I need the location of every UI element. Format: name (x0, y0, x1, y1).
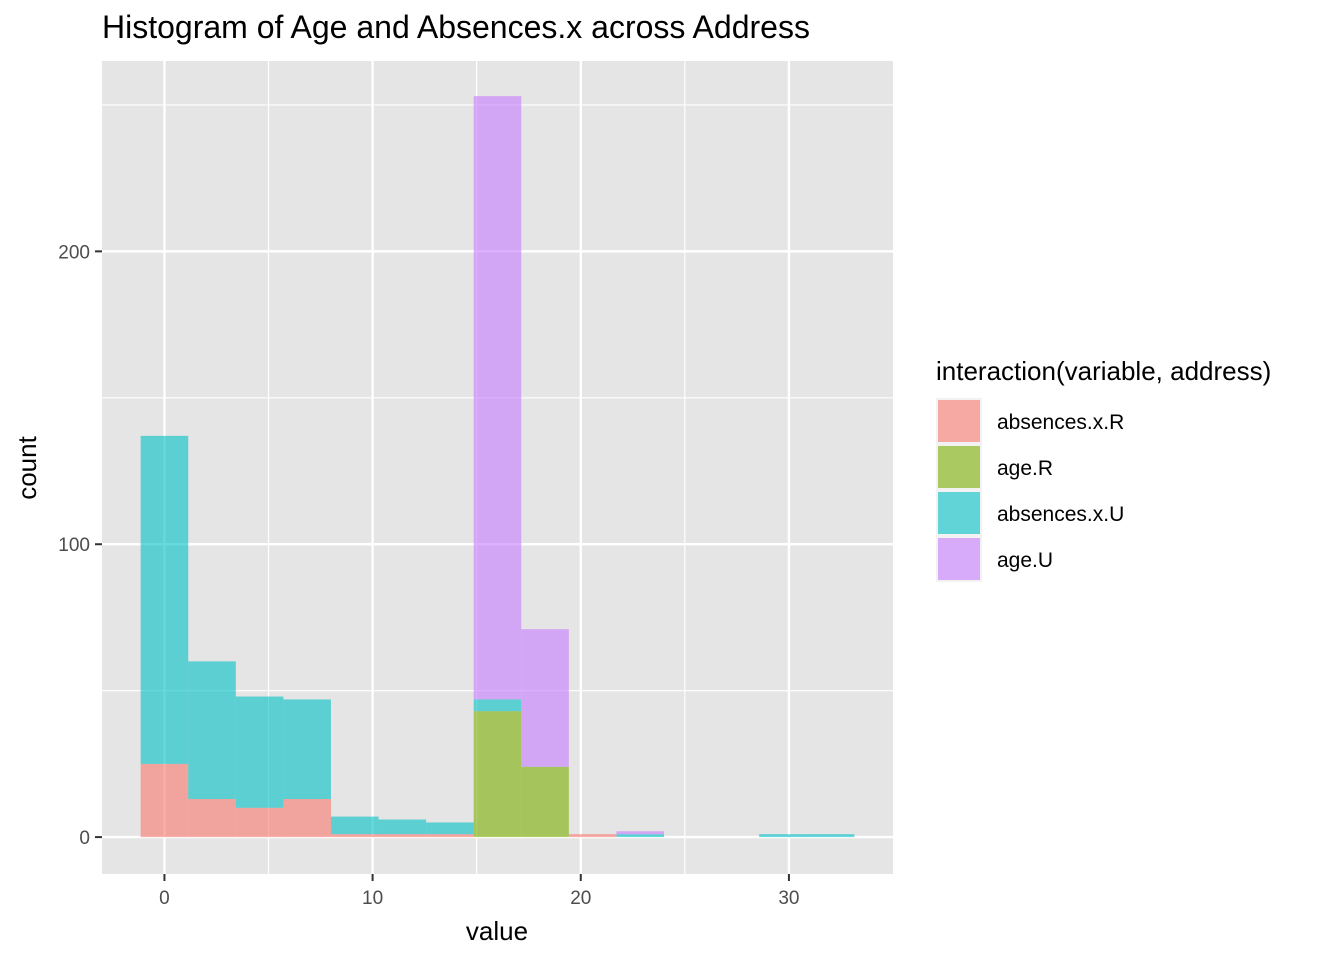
legend-label: age.R (997, 457, 1053, 480)
legend-swatch (938, 400, 980, 442)
x-tick-label: 0 (159, 888, 170, 909)
x-tick-label: 20 (570, 888, 591, 909)
bar-age-U-bin-7 (473, 96, 522, 700)
bar-absences-x-R-bin-9 (568, 834, 617, 838)
chart-title: Histogram of Age and Absences.x across A… (102, 9, 810, 45)
bar-absences-x-R-bin-4 (330, 834, 379, 838)
y-tick-label: 0 (79, 828, 90, 849)
y-tick-label: 200 (58, 242, 90, 263)
bar-age-R-bin-7 (473, 711, 522, 838)
axes: 0 10 20 30 0 100 200 (58, 242, 799, 909)
x-tick-label: 10 (362, 888, 383, 909)
legend-label: absences.x.U (997, 503, 1124, 526)
x-axis-title: value (466, 916, 528, 946)
bar-absences-x-U-bin-10 (616, 834, 665, 838)
histogram-bars (140, 96, 855, 838)
bar-age-U-bin-8 (521, 629, 569, 767)
y-axis-title: count (12, 435, 42, 499)
bar-absences-x-U-bin-1 (188, 661, 236, 800)
bar-age-U-bin-10 (616, 831, 665, 835)
legend-swatch (938, 446, 980, 488)
bar-absences-x-U-bin-13 (759, 834, 807, 838)
bar-absences-x-R-bin-3 (283, 799, 331, 838)
bar-absences-x-U-bin-0 (140, 435, 189, 764)
legend-swatch (938, 492, 980, 534)
legend-label: absences.x.R (997, 411, 1124, 434)
bar-absences-x-U-bin-3 (283, 699, 331, 800)
bar-absences-x-U-bin-4 (330, 816, 379, 835)
bar-absences-x-U-bin-2 (235, 696, 284, 808)
legend-items: absences.x.R age.R absences.x.U age.U (936, 398, 1124, 582)
bar-absences-x-R-bin-2 (235, 807, 284, 838)
bar-absences-x-U-bin-6 (426, 822, 474, 835)
legend: interaction(variable, address) absences.… (936, 356, 1271, 582)
legend-title: interaction(variable, address) (936, 356, 1271, 386)
bar-absences-x-U-bin-5 (378, 819, 427, 835)
bar-absences-x-R-bin-1 (188, 799, 236, 838)
bar-absences-x-R-bin-0 (140, 763, 189, 838)
legend-swatch (938, 538, 980, 580)
bar-absences-x-R-bin-5 (378, 834, 427, 838)
bar-absences-x-U-bin-7 (473, 699, 522, 712)
bar-absences-x-U-bin-14 (806, 834, 855, 838)
bar-age-R-bin-8 (521, 766, 569, 838)
x-tick-label: 30 (778, 888, 799, 909)
y-tick-label: 100 (58, 535, 90, 556)
legend-label: age.U (997, 549, 1053, 572)
bar-absences-x-R-bin-6 (426, 834, 474, 838)
